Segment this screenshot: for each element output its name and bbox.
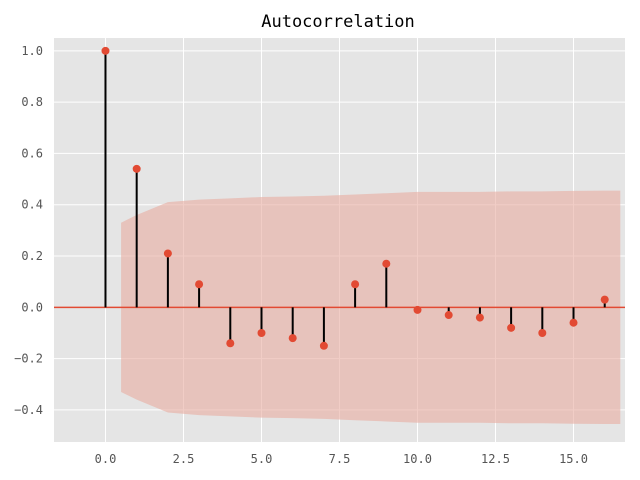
acf-marker <box>413 305 422 314</box>
y-tick-labels: −0.4 −0.2 0.0 0.2 0.4 0.6 0.8 1.0 <box>14 44 43 417</box>
acf-marker <box>257 328 266 337</box>
acf-marker <box>132 164 141 173</box>
acf-marker <box>475 313 484 322</box>
x-tick-label: 10.0 <box>403 452 432 466</box>
y-tick-label: 0.6 <box>21 146 43 160</box>
x-tick-label: 5.0 <box>251 452 273 466</box>
acf-marker <box>163 249 172 258</box>
markers <box>101 46 609 350</box>
x-tick-label: 12.5 <box>481 452 510 466</box>
acf-marker <box>195 280 204 289</box>
acf-marker <box>226 339 235 348</box>
acf-marker <box>319 341 328 350</box>
y-tick-label: 1.0 <box>21 44 43 58</box>
acf-marker <box>444 311 453 320</box>
y-tick-label: 0.8 <box>21 95 43 109</box>
acf-marker <box>507 323 516 332</box>
x-tick-label: 2.5 <box>173 452 195 466</box>
acf-marker <box>538 328 547 337</box>
y-tick-label: −0.4 <box>14 403 43 417</box>
chart-title: Autocorrelation <box>261 12 415 32</box>
stems <box>104 50 606 346</box>
acf-marker <box>382 259 391 268</box>
y-tick-label: 0.4 <box>21 198 43 212</box>
acf-marker <box>600 295 609 304</box>
acf-marker <box>351 280 360 289</box>
x-tick-labels: 0.0 2.5 5.0 7.5 10.0 12.5 15.0 <box>95 452 588 466</box>
x-tick-label: 0.0 <box>95 452 117 466</box>
y-tick-label: −0.2 <box>14 352 43 366</box>
x-tick-label: 15.0 <box>559 452 588 466</box>
acf-marker <box>288 334 297 343</box>
acf-marker <box>101 46 110 55</box>
x-tick-label: 7.5 <box>329 452 351 466</box>
y-tick-label: 0.2 <box>21 249 43 263</box>
acf-marker <box>569 318 578 327</box>
y-tick-label: 0.0 <box>21 300 43 314</box>
